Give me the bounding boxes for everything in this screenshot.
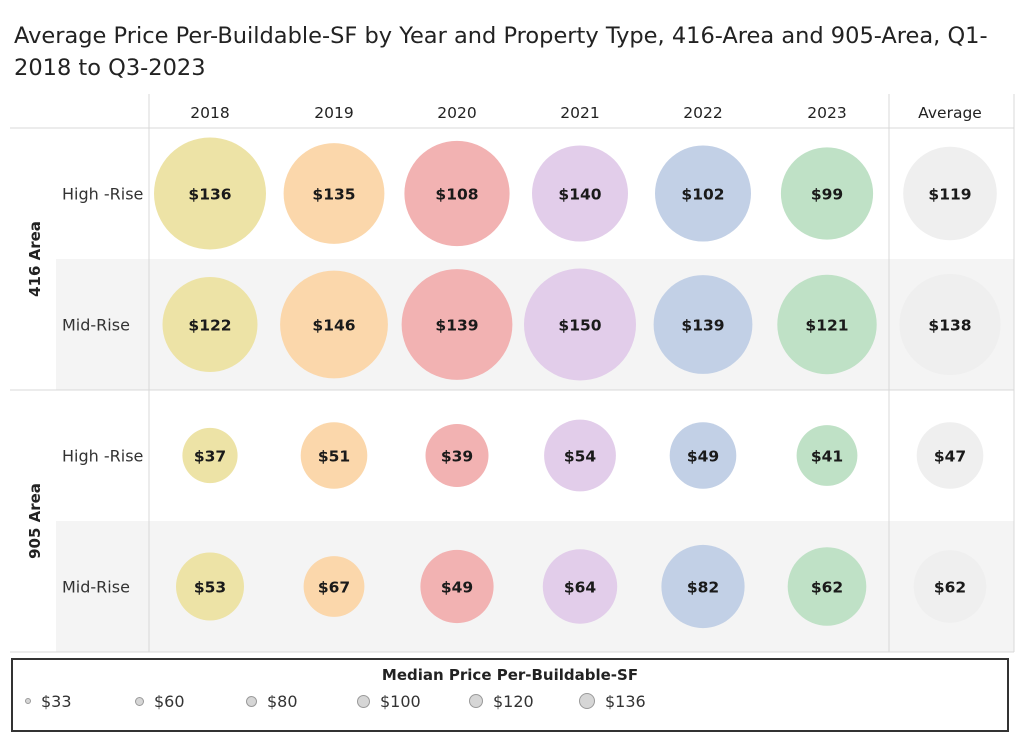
- bubble-label: $41: [811, 448, 843, 466]
- bubble-label: $47: [934, 448, 966, 466]
- bubble: [903, 146, 997, 241]
- column-header: 2022: [683, 104, 722, 122]
- bubble: [544, 419, 616, 492]
- bubble: [524, 268, 636, 381]
- legend-label: $120: [493, 691, 534, 711]
- bubble: [283, 143, 385, 244]
- legend-dot: [246, 695, 257, 707]
- bubble-label: $119: [928, 186, 971, 204]
- legend-label: $80: [267, 691, 298, 711]
- legend-label: $136: [605, 691, 646, 711]
- column-header: 2023: [807, 104, 846, 122]
- bubble: [162, 277, 258, 372]
- bubble: [532, 145, 628, 242]
- bubble-label: $121: [805, 317, 848, 335]
- legend-item: $80: [246, 690, 298, 712]
- bubble: [542, 549, 618, 624]
- bubble: [777, 274, 877, 375]
- bubble: [154, 137, 266, 250]
- legend-label: $60: [154, 691, 185, 711]
- legend-items: $33 $60 $80 $100 $120 $136: [13, 690, 1007, 712]
- bubble: [655, 145, 751, 242]
- bubble: [916, 422, 984, 489]
- bubble-label: $136: [188, 186, 231, 204]
- bubble-label: $139: [435, 317, 478, 335]
- bubble-label: $140: [558, 186, 601, 204]
- row-label: High -Rise: [62, 447, 143, 466]
- bubble: [796, 425, 858, 486]
- bubble-label: $135: [312, 186, 355, 204]
- column-header: 2019: [314, 104, 353, 122]
- bubble: [176, 552, 244, 621]
- bubble: [669, 422, 737, 489]
- bubble: [425, 424, 489, 487]
- legend-item: $136: [579, 690, 646, 712]
- group-label: 416 Area: [26, 221, 44, 297]
- chart-title: Average Price Per-Buildable-SF by Year a…: [14, 23, 988, 81]
- bubble: [420, 549, 494, 624]
- bubble-label: $37: [194, 448, 226, 466]
- legend-item: $33: [25, 690, 72, 712]
- legend-item: $60: [135, 690, 185, 712]
- size-legend: Median Price Per-Buildable-SF $33 $60 $80 $…: [11, 658, 1009, 732]
- bubble-label: $99: [811, 186, 843, 204]
- legend-label: $33: [41, 691, 72, 711]
- legend-item: $100: [357, 690, 421, 712]
- bubble: [661, 544, 745, 629]
- bubble-chart: 2018 2019 2020 2021 2022 2023 Average 416 Area H…: [10, 94, 1015, 653]
- bubble: [899, 273, 1001, 376]
- bubble-label: $139: [681, 317, 724, 335]
- bubble: [300, 422, 368, 489]
- bubble: [280, 270, 388, 379]
- legend-label: $100: [380, 691, 421, 711]
- bubble: [780, 147, 874, 240]
- bubble-label: $108: [435, 186, 478, 204]
- bubble-label: $62: [811, 579, 843, 597]
- bubble-label: $82: [687, 579, 719, 597]
- legend-dot: [357, 694, 370, 708]
- legend-dot: [469, 694, 483, 708]
- legend-title: Median Price Per-Buildable-SF: [381, 666, 639, 684]
- row-label: High -Rise: [62, 185, 143, 204]
- bubble-label: $138: [928, 317, 971, 335]
- column-header: 2018: [190, 104, 229, 122]
- bubble: [182, 427, 238, 484]
- row-label: Mid-Rise: [62, 578, 130, 597]
- bubble-label: $39: [441, 448, 473, 466]
- bubble-label: $146: [312, 317, 355, 335]
- bubble-label: $49: [687, 448, 719, 466]
- bubble: [303, 556, 365, 617]
- column-header: Average: [918, 104, 982, 122]
- bubble-label: $62: [934, 579, 966, 597]
- legend-dot: [135, 696, 144, 706]
- bubble-label: $49: [441, 579, 473, 597]
- legend-dot: [25, 698, 31, 704]
- bubble-label: $53: [194, 579, 226, 597]
- bubble: [401, 269, 513, 380]
- bubble-label: $67: [318, 579, 350, 597]
- bubble-label: $54: [564, 448, 597, 466]
- group-label: 905 Area: [26, 483, 44, 559]
- column-header: 2021: [560, 104, 599, 122]
- column-header: 2020: [437, 104, 476, 122]
- bubble: [787, 547, 867, 626]
- bubble: [913, 550, 987, 623]
- bubble-label: $122: [188, 317, 231, 335]
- bubble-label: $51: [318, 448, 350, 466]
- legend-item: $120: [469, 690, 534, 712]
- bubble-label: $150: [558, 317, 601, 335]
- bubble: [404, 140, 510, 247]
- legend-dot: [579, 693, 595, 709]
- row-label: Mid-Rise: [62, 316, 130, 335]
- bubble-label: $64: [564, 579, 597, 597]
- bubble: [653, 275, 753, 374]
- bubble-label: $102: [681, 186, 724, 204]
